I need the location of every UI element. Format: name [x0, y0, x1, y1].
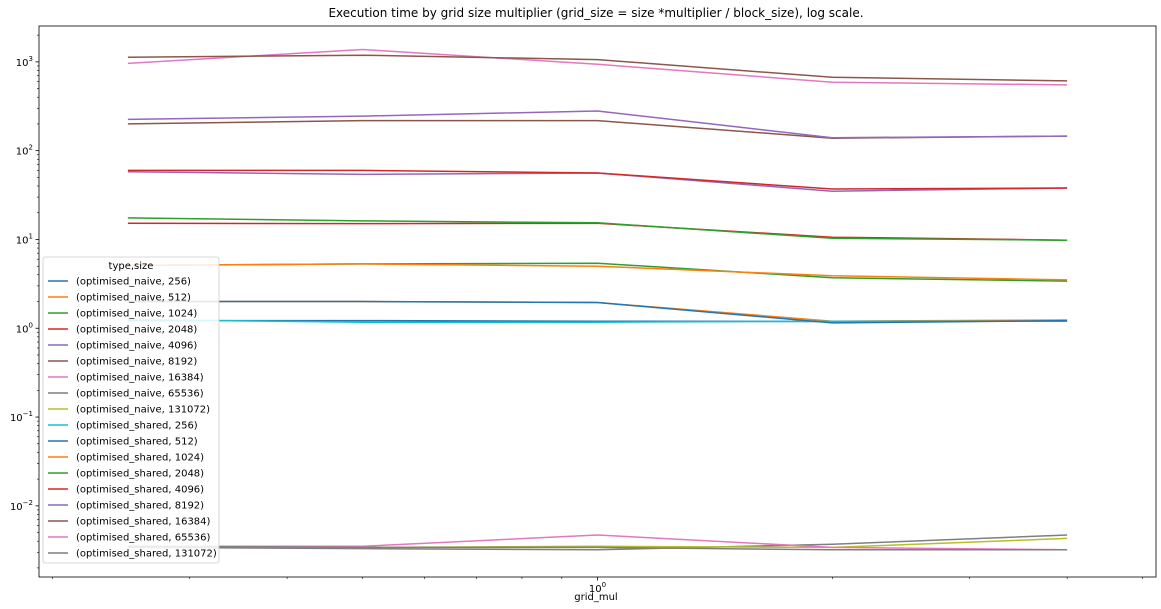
series-line: [127, 534, 1068, 551]
series-line: [127, 222, 1068, 241]
legend-entry: (optimised_shared, 256): [76, 421, 198, 432]
y-tick-label: 102: [16, 144, 33, 158]
legend: type,size (optimised_naive, 256) (optimise…: [42, 256, 220, 564]
legend-entry: (optimised_shared, 1024): [76, 453, 204, 464]
plot-series: [127, 48, 1068, 551]
series-line: [127, 169, 1068, 190]
legend-entry: (optimised_shared, 8192): [76, 501, 204, 512]
legend-entry: (optimised_naive, 65536): [76, 389, 204, 400]
series-line: [127, 300, 1068, 324]
legend-entry: (optimised_naive, 8192): [76, 357, 197, 368]
legend-entry: (optimised_shared, 65536): [76, 533, 211, 544]
y-tick-label: 101: [16, 232, 33, 246]
series-line: [127, 54, 1068, 82]
series-line: [127, 110, 1068, 139]
legend-entry: (optimised_shared, 512): [76, 437, 198, 448]
legend-frame: [42, 256, 220, 564]
legend-entry: (optimised_naive, 512): [76, 293, 191, 304]
series-line: [127, 318, 1068, 323]
series-line: [127, 217, 1068, 241]
y-tick-label: 103: [16, 55, 33, 69]
series-line: [127, 300, 1068, 322]
y-tick-label: 10−1: [10, 410, 33, 424]
x-tick-label: 100: [589, 581, 606, 595]
series-line: [127, 545, 1068, 551]
legend-entry: (optimised_shared, 131072): [76, 549, 217, 560]
x-axis-label: grid_mul: [574, 592, 617, 603]
y-tick-label: 10−2: [10, 499, 33, 513]
y-tick-label: 100: [16, 321, 33, 335]
series-line: [127, 119, 1068, 139]
legend-title: type,size: [109, 261, 154, 272]
legend-entry: (optimised_naive, 1024): [76, 309, 197, 320]
legend-entry: (optimised_naive, 256): [76, 277, 191, 288]
legend-entry: (optimised_naive, 16384): [76, 373, 204, 384]
legend-entry: (optimised_shared, 4096): [76, 485, 204, 496]
x-axis: 100: [51, 577, 1144, 595]
chart-title: Execution time by grid size multiplier (…: [328, 6, 863, 20]
legend-entry: (optimised_shared, 2048): [76, 469, 204, 480]
legend-entry: (optimised_shared, 16384): [76, 517, 211, 528]
y-axis: 10−2 10−1 100 101 102 103: [10, 34, 39, 569]
series-line: [127, 263, 1068, 281]
legend-entry: (optimised_naive, 4096): [76, 341, 197, 352]
legend-entry: (optimised_naive, 131072): [76, 405, 210, 416]
legend-entry: (optimised_naive, 2048): [76, 325, 197, 336]
series-line: [127, 48, 1068, 86]
